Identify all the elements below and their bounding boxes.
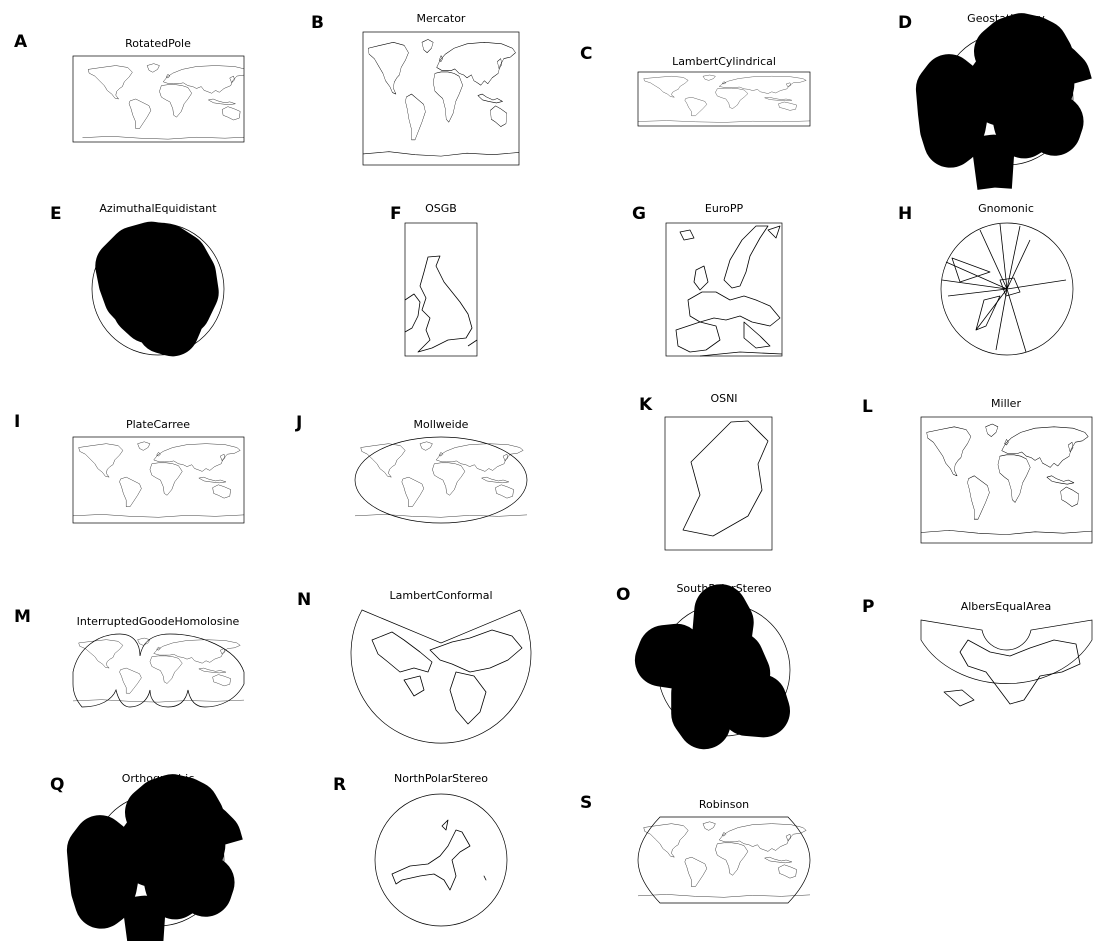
map-area xyxy=(73,437,244,523)
panel-letter: O xyxy=(616,585,630,605)
map-area xyxy=(73,634,244,707)
panel-title: OSNI xyxy=(710,392,737,405)
panel-title: AlbersEqualArea xyxy=(961,600,1052,613)
map-area xyxy=(665,417,772,550)
map-area xyxy=(941,33,1073,165)
map-area xyxy=(375,794,507,926)
panel-letter: Q xyxy=(50,775,64,795)
panel-n: N LambertConformal xyxy=(297,589,531,743)
panel-letter: D xyxy=(898,13,912,33)
panel-letter: S xyxy=(580,793,592,813)
panel-c: C LambertCylindrical xyxy=(580,44,810,126)
map-area xyxy=(351,610,531,743)
map-area xyxy=(941,223,1073,355)
panel-letter: G xyxy=(632,204,646,224)
panel-letter: J xyxy=(295,413,302,433)
panel-title: Mollweide xyxy=(414,418,469,431)
panel-title: NorthPolarStereo xyxy=(394,772,488,785)
map-area xyxy=(73,56,254,142)
panel-e: E AzimuthalEquidistant xyxy=(50,202,224,355)
panel-l: L Miller xyxy=(862,397,1092,543)
map-area xyxy=(638,817,810,903)
panel-letter: P xyxy=(862,597,874,617)
map-area xyxy=(92,223,224,355)
panel-o: O SouthPolarStereo xyxy=(616,582,790,736)
panel-title: LambertCylindrical xyxy=(672,55,776,68)
map-area xyxy=(355,437,527,523)
panel-letter: M xyxy=(14,607,31,627)
panel-letter: I xyxy=(14,412,20,432)
panel-letter: B xyxy=(311,13,324,33)
panel-a: A RotatedPole xyxy=(14,32,254,142)
map-area xyxy=(638,72,810,126)
panel-j: J Mollweide xyxy=(295,413,527,523)
panel-letter: N xyxy=(297,590,311,610)
panel-d: D Geostationary xyxy=(898,12,1073,165)
map-area xyxy=(921,620,1092,706)
panel-g: G EuroPP xyxy=(632,202,782,356)
panel-letter: F xyxy=(390,204,402,224)
map-area xyxy=(92,794,224,926)
panel-b: B Mercator xyxy=(311,12,519,165)
map-area xyxy=(405,223,477,356)
map-area xyxy=(658,604,790,736)
panel-title: LambertConformal xyxy=(390,589,493,602)
panel-title: Mercator xyxy=(417,12,466,25)
panel-s: S Robinson xyxy=(580,793,810,903)
panel-title: Robinson xyxy=(699,798,749,811)
panel-letter: C xyxy=(580,44,592,64)
panel-title: Miller xyxy=(991,397,1021,410)
panel-title: Gnomonic xyxy=(978,202,1034,215)
panel-title: PlateCarree xyxy=(126,418,190,431)
map-area xyxy=(666,223,782,356)
panel-i: I PlateCarree xyxy=(14,412,244,523)
map-area xyxy=(921,417,1092,543)
panel-title: AzimuthalEquidistant xyxy=(99,202,217,215)
panel-letter: E xyxy=(50,204,62,224)
panel-letter: K xyxy=(639,395,653,415)
panel-letter: R xyxy=(333,775,346,795)
panel-title: EuroPP xyxy=(705,202,744,215)
map-area xyxy=(363,32,519,165)
panel-f: F OSGB xyxy=(390,202,477,356)
panel-letter: L xyxy=(862,397,873,417)
panel-k: K OSNI xyxy=(639,392,772,550)
panel-m: M InterruptedGoodeHomolosine xyxy=(14,607,244,707)
panel-letter: A xyxy=(14,32,28,52)
panel-title: InterruptedGoodeHomolosine xyxy=(77,615,240,628)
panel-letter: H xyxy=(898,204,912,224)
panel-q: Q Orthographic xyxy=(50,772,224,926)
panel-title: RotatedPole xyxy=(125,37,191,50)
panel-h: H Gnomonic xyxy=(898,202,1073,355)
panel-title: OSGB xyxy=(425,202,457,215)
panel-r: R NorthPolarStereo xyxy=(333,772,507,926)
panel-p: P AlbersEqualArea xyxy=(862,597,1092,706)
